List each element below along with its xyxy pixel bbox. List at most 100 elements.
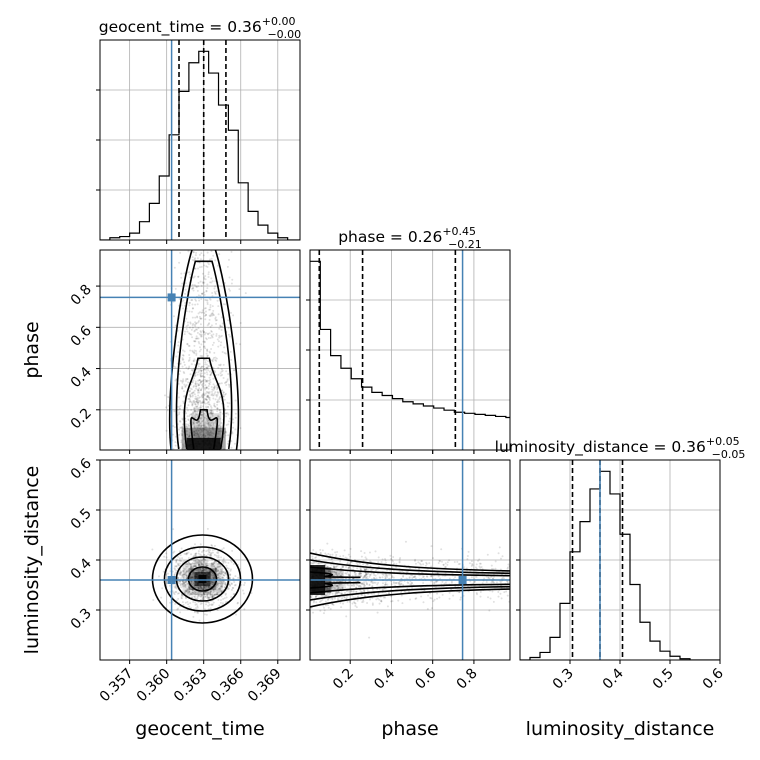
sample-point — [192, 574, 195, 577]
sample-point — [214, 420, 217, 423]
sample-point — [425, 562, 428, 565]
sample-point — [397, 599, 400, 602]
sample-point — [214, 567, 217, 570]
sample-point — [197, 587, 200, 590]
sample-point — [365, 582, 368, 585]
sample-point — [210, 562, 213, 565]
sample-point — [194, 267, 197, 270]
xlabel-geocent-time: geocent_time — [135, 718, 264, 740]
sample-point — [368, 583, 371, 586]
sample-point — [490, 581, 493, 584]
sample-point — [197, 399, 200, 402]
sample-point — [347, 566, 350, 569]
sample-point — [422, 563, 425, 566]
sample-point — [192, 575, 195, 578]
sample-point — [199, 381, 202, 384]
sample-point — [490, 564, 493, 567]
sample-point — [439, 577, 442, 580]
sample-point — [338, 591, 341, 594]
sample-point — [193, 330, 196, 333]
sample-point — [458, 590, 461, 593]
sample-point — [197, 420, 200, 423]
sample-point — [206, 394, 209, 397]
sample-point — [184, 288, 187, 291]
sample-point — [199, 354, 202, 357]
sample-point — [330, 563, 333, 566]
sample-point — [202, 567, 205, 570]
sample-point — [365, 581, 368, 584]
sample-point — [352, 589, 355, 592]
sample-point — [211, 388, 214, 391]
sample-point — [389, 554, 392, 557]
sample-point — [321, 594, 324, 597]
title-plus: +0.45 — [442, 225, 476, 238]
sample-point — [223, 597, 226, 600]
sample-point — [206, 433, 209, 436]
sample-point — [398, 581, 401, 584]
sample-point — [201, 405, 204, 408]
sample-point — [211, 414, 214, 417]
sample-point — [227, 319, 230, 322]
sample-point — [195, 400, 198, 403]
sample-point — [208, 585, 211, 588]
sample-point — [491, 580, 494, 583]
sample-point — [335, 592, 338, 595]
sample-point — [190, 576, 193, 579]
sample-point — [196, 337, 199, 340]
sample-point — [188, 605, 191, 608]
sample-point — [210, 411, 213, 414]
sample-point — [192, 565, 195, 568]
sample-point — [506, 594, 509, 597]
sample-point — [199, 375, 202, 378]
sample-point — [230, 596, 233, 599]
sample-point — [212, 572, 215, 575]
sample-point — [223, 393, 226, 396]
sample-point — [207, 601, 210, 604]
sample-point — [208, 332, 211, 335]
sample-point — [180, 577, 183, 580]
sample-point — [373, 592, 376, 595]
sample-point — [213, 565, 216, 568]
sample-point — [326, 592, 329, 595]
sample-point — [217, 580, 220, 583]
sample-point — [384, 557, 387, 560]
sample-point — [217, 305, 220, 308]
sample-point — [206, 354, 209, 357]
sample-point — [211, 551, 214, 554]
sample-point — [459, 596, 462, 599]
sample-point — [224, 430, 227, 433]
sample-point — [229, 568, 232, 571]
sample-point — [189, 373, 192, 376]
sample-point — [339, 601, 342, 604]
sample-point — [189, 431, 192, 434]
sample-point — [213, 544, 216, 547]
sample-point — [325, 594, 328, 597]
sample-point — [219, 425, 222, 428]
sample-point — [210, 409, 213, 412]
sample-point — [333, 597, 336, 600]
sample-point — [189, 592, 192, 595]
sample-point — [193, 434, 196, 437]
contour-line — [163, 546, 242, 612]
sample-point — [210, 544, 213, 547]
sample-point — [191, 381, 194, 384]
sample-point — [200, 335, 203, 338]
sample-point — [202, 424, 205, 427]
sample-point — [194, 410, 197, 413]
sample-point — [209, 430, 212, 433]
sample-point — [206, 562, 209, 565]
sample-point — [203, 291, 206, 294]
sample-point — [365, 568, 368, 571]
sample-point — [206, 324, 209, 327]
sample-point — [178, 559, 181, 562]
sample-point — [207, 400, 210, 403]
sample-point — [314, 556, 317, 559]
sample-point — [179, 572, 182, 575]
sample-point — [182, 443, 185, 446]
sample-point — [206, 301, 209, 304]
sample-point — [197, 595, 200, 598]
sample-point — [315, 601, 318, 604]
sample-point — [359, 567, 362, 570]
sample-point — [206, 349, 209, 352]
sample-point — [175, 587, 178, 590]
